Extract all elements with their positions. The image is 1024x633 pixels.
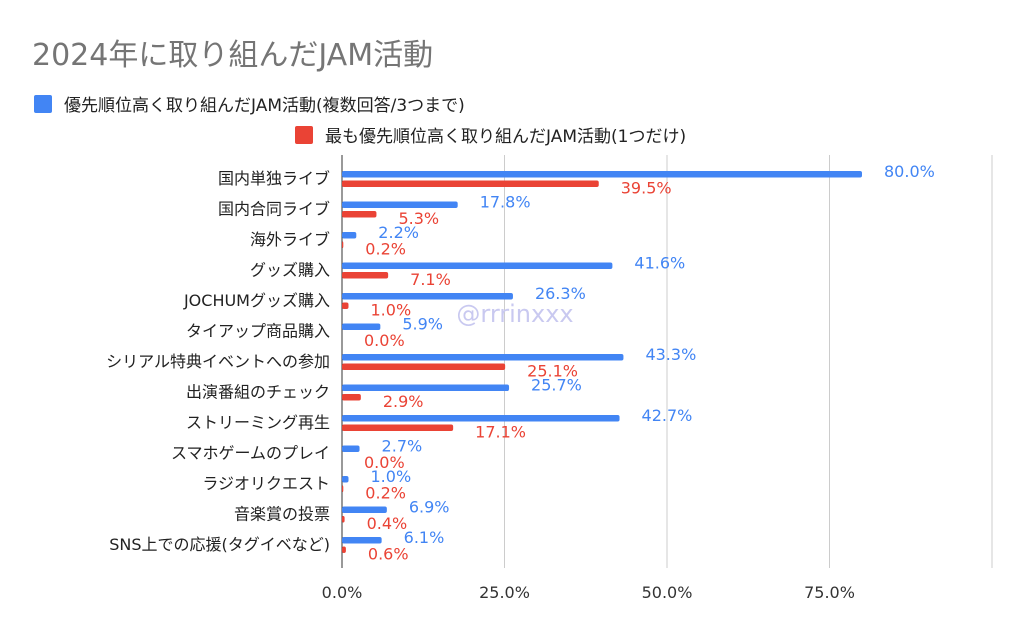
bar-series-2 xyxy=(342,546,346,553)
data-label-series-1: 1.0% xyxy=(371,467,412,486)
bar-series-2 xyxy=(342,516,345,523)
data-label-series-2: 0.4% xyxy=(367,514,408,533)
data-label-series-2: 5.3% xyxy=(398,209,439,228)
category-label: タイアップ商品購入 xyxy=(186,322,330,341)
category-label: 出演番組のチェック xyxy=(186,383,330,402)
data-label-series-2: 0.0% xyxy=(364,331,405,350)
data-label-series-1: 17.8% xyxy=(480,193,531,212)
bar-series-1 xyxy=(342,354,624,361)
bar-series-1 xyxy=(342,293,513,300)
data-label-series-1: 6.9% xyxy=(409,498,450,517)
bar-series-2 xyxy=(342,394,361,401)
category-label: グッズ購入 xyxy=(250,261,330,280)
bar-series-2 xyxy=(342,302,349,309)
bar-series-1 xyxy=(342,323,381,330)
bar-series-1 xyxy=(342,384,510,391)
category-label: ストリーミング再生 xyxy=(186,413,330,432)
category-label: 国内単独ライブ xyxy=(218,169,330,188)
bar-series-2 xyxy=(342,211,377,218)
data-label-series-1: 2.7% xyxy=(382,437,423,456)
data-label-series-2: 1.0% xyxy=(371,301,412,320)
data-label-series-2: 0.2% xyxy=(365,484,406,503)
data-label-series-1: 80.0% xyxy=(884,162,935,181)
x-tick-label: 25.0% xyxy=(479,583,530,602)
data-label-series-1: 2.2% xyxy=(378,223,419,242)
data-label-series-1: 5.9% xyxy=(402,315,443,334)
bar-series-2 xyxy=(342,241,344,248)
data-label-series-1: 42.7% xyxy=(642,406,693,425)
bar-series-1 xyxy=(342,537,382,544)
bar-series-2 xyxy=(342,180,599,187)
bar-series-1 xyxy=(342,506,387,513)
category-label: SNS上での応援(タグイベなど) xyxy=(109,535,330,554)
data-label-series-1: 25.7% xyxy=(531,376,582,395)
category-label: シリアル特典イベントへの参加 xyxy=(106,352,330,371)
data-label-series-2: 0.2% xyxy=(365,240,406,259)
watermark-text: @rrrinxxx xyxy=(456,300,573,328)
bar-series-2 xyxy=(342,272,389,279)
data-label-series-1: 26.3% xyxy=(535,284,586,303)
data-label-series-1: 43.3% xyxy=(645,345,696,364)
bar-series-2 xyxy=(342,424,454,431)
data-label-series-2: 39.5% xyxy=(621,179,672,198)
legend-swatch-red xyxy=(295,125,313,144)
bar-series-1 xyxy=(342,262,613,269)
x-tick-label: 0.0% xyxy=(322,583,363,602)
data-label-series-2: 2.9% xyxy=(383,392,424,411)
bar-series-1 xyxy=(342,171,862,178)
data-label-series-1: 41.6% xyxy=(634,254,685,273)
legend-item-series-2: 最も優先順位高く取り組んだJAM活動(1つだけ) xyxy=(295,122,686,147)
data-label-series-1: 6.1% xyxy=(404,528,445,547)
x-tick-label: 75.0% xyxy=(804,583,855,602)
category-label: 海外ライブ xyxy=(250,230,330,249)
bar-series-2 xyxy=(342,485,344,492)
category-label: 音楽賞の投票 xyxy=(234,505,330,524)
legend-label-series-1: 優先順位高く取り組んだJAM活動(複数回答/3つまで) xyxy=(64,96,465,116)
data-label-series-2: 7.1% xyxy=(410,270,451,289)
chart-title: 2024年に取り組んだJAM活動 xyxy=(32,38,434,73)
category-label: 国内合同ライブ xyxy=(218,200,330,219)
data-label-series-2: 25.1% xyxy=(527,362,578,381)
bar-series-2 xyxy=(342,363,506,370)
bar-series-1 xyxy=(342,232,357,239)
legend-swatch-blue xyxy=(34,94,52,113)
legend-item-series-1: 優先順位高く取り組んだJAM活動(複数回答/3つまで) xyxy=(34,91,465,116)
legend-label-series-2: 最も優先順位高く取り組んだJAM活動(1つだけ) xyxy=(325,127,687,147)
bar-series-1 xyxy=(342,445,360,452)
bar-series-1 xyxy=(342,201,458,208)
category-label: JOCHUMグッズ購入 xyxy=(183,291,330,310)
category-label: ラジオリクエスト xyxy=(202,474,330,493)
x-tick-label: 50.0% xyxy=(642,583,693,602)
bar-series-1 xyxy=(342,415,620,422)
data-label-series-2: 0.0% xyxy=(364,453,405,472)
bar-series-1 xyxy=(342,476,349,483)
category-label: スマホゲームのプレイ xyxy=(171,444,330,463)
data-label-series-2: 17.1% xyxy=(475,423,526,442)
data-label-series-2: 0.6% xyxy=(368,545,409,564)
